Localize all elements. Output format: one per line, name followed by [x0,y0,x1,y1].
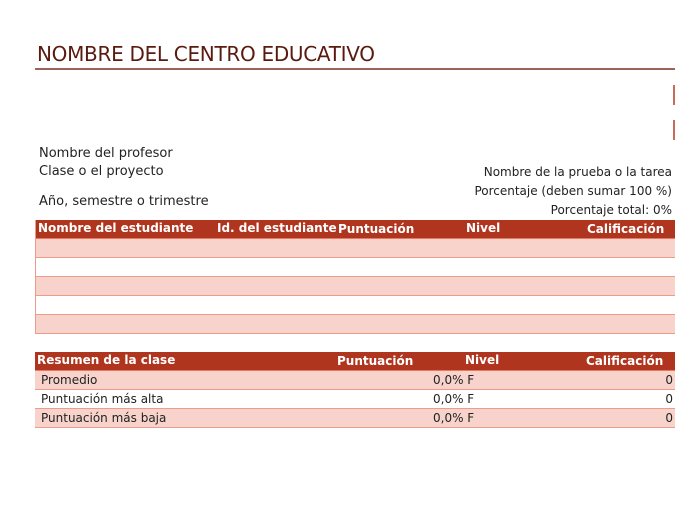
summary-row-lowest: Puntuación más baja 0,0% F 0 [35,409,675,428]
col-level: Nivel [465,353,500,367]
cell-border [673,85,675,105]
summary-table: Resumen de la clase Puntuación Nivel Cal… [35,352,675,428]
row-label: Promedio [41,373,98,387]
row-grade: 0 [665,411,673,425]
summary-row-highest: Puntuación más alta 0,0% F 0 [35,390,675,409]
row-label: Puntuación más alta [41,392,164,406]
row-grade: 0 [665,392,673,406]
test-name-label: Nombre de la prueba o la tarea [483,165,672,179]
teacher-name-cell[interactable]: Nombre del profesor [39,146,173,161]
cell-border [673,120,675,140]
students-header: Nombre del estudiante Id. del estudiante… [36,220,675,239]
col-grade[interactable]: Calificación [587,222,665,236]
col-score[interactable]: Puntuación [338,222,415,236]
col-summary: Resumen de la clase [37,353,176,367]
col-student-id[interactable]: Id. del estudiante [217,221,337,235]
col-grade: Calificación [586,354,664,368]
percentage-label: Porcentaje (deben sumar 100 %) [474,184,672,198]
table-row[interactable] [36,315,675,334]
page-title: NOMBRE DEL CENTRO EDUCATIVO [37,42,375,66]
row-score: 0,0% F [433,411,475,425]
table-row[interactable] [36,296,675,315]
row-score: 0,0% F [433,373,475,387]
total-percentage: Porcentaje total: 0% [550,203,672,217]
row-label: Puntuación más baja [41,411,167,425]
row-grade: 0 [665,373,673,387]
students-table: Nombre del estudiante Id. del estudiante… [35,220,675,334]
col-score: Puntuación [337,354,414,368]
class-name-cell[interactable]: Clase o el proyecto [39,164,164,179]
summary-header: Resumen de la clase Puntuación Nivel Cal… [35,352,675,371]
row-score: 0,0% F [433,392,475,406]
table-row[interactable] [36,258,675,277]
title-divider [35,68,675,70]
summary-row-average: Promedio 0,0% F 0 [35,371,675,390]
table-row[interactable] [36,239,675,258]
col-level[interactable]: Nivel [466,221,501,235]
term-cell[interactable]: Año, semestre o trimestre [39,194,209,209]
col-student-name[interactable]: Nombre del estudiante [38,221,194,235]
table-row[interactable] [36,277,675,296]
